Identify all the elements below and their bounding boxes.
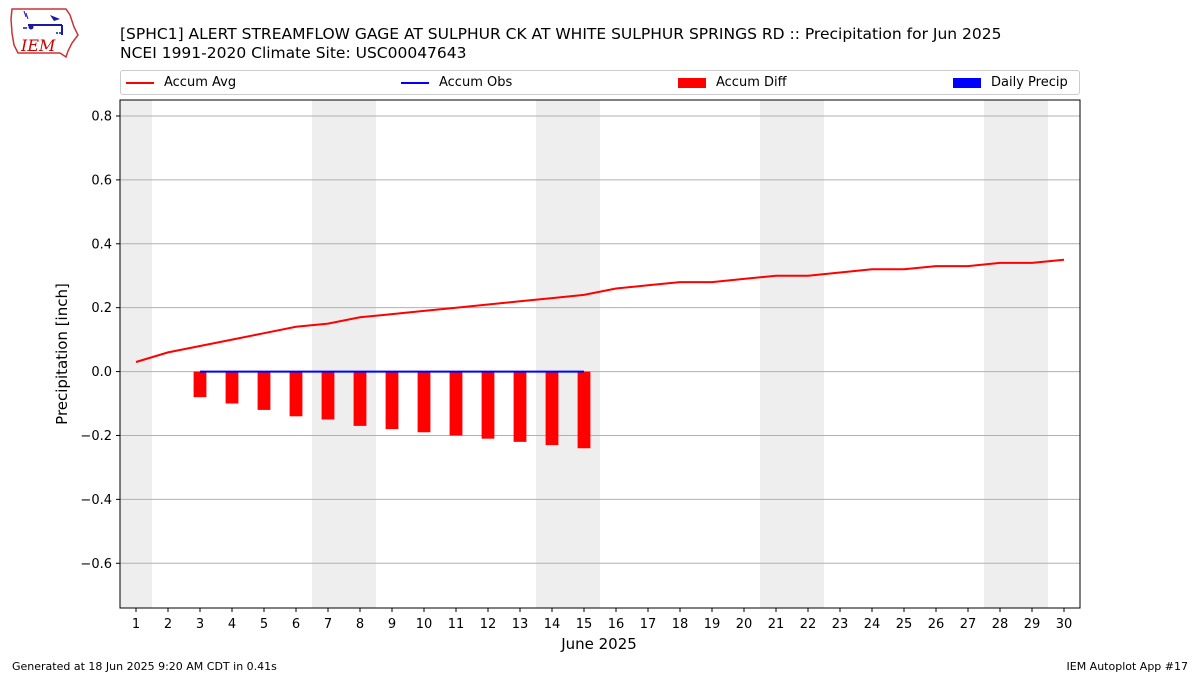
x-tick-label: 19 (704, 617, 721, 632)
x-tick-label: 12 (480, 617, 497, 632)
x-tick-label: 14 (544, 617, 561, 632)
y-tick-label: −0.4 (80, 493, 112, 508)
weekend-shade (120, 100, 152, 608)
y-tick-label: 0.6 (91, 173, 112, 188)
legend-swatch (401, 81, 429, 84)
legend-swatch (678, 77, 706, 88)
chart-subtitle: NCEI 1991-2020 Climate Site: USC00047643 (120, 44, 467, 62)
bar-accum-diff (289, 371, 303, 417)
generated-timestamp: Generated at 18 Jun 2025 9:20 AM CDT in … (12, 660, 277, 673)
weekend-shade (536, 100, 600, 608)
bar-accum-diff (385, 371, 399, 430)
y-tick-label: 0.2 (91, 301, 112, 316)
weekend-shade (312, 100, 376, 608)
x-axis-label: June 2025 (560, 635, 637, 653)
x-tick-label: 18 (672, 617, 689, 632)
x-tick-label: 20 (736, 617, 753, 632)
x-tick-label: 22 (800, 617, 817, 632)
legend-label: Accum Avg (164, 75, 237, 90)
x-tick-label: 8 (356, 617, 364, 632)
x-tick-label: 11 (448, 617, 465, 632)
app-id: IEM Autoplot App #17 (1066, 660, 1189, 673)
x-tick-label: 29 (1024, 617, 1041, 632)
legend-item-daily-precip: Daily Precip (953, 71, 1068, 94)
plot-frame (119, 99, 1081, 609)
x-tick-label: 2 (164, 617, 172, 632)
bar-accum-diff (449, 371, 463, 436)
legend-item-accum-diff: Accum Diff (678, 71, 787, 94)
x-tick-label: 16 (608, 617, 625, 632)
legend: Accum Avg Accum Obs Accum Diff Daily Pre… (120, 70, 1080, 95)
x-tick-label: 24 (864, 617, 881, 632)
bar-accum-diff (417, 371, 431, 433)
x-tick-label: 6 (292, 617, 300, 632)
legend-label: Accum Obs (439, 75, 513, 90)
y-tick-label: −0.6 (80, 557, 112, 572)
chart-title: [SPHC1] ALERT STREAMFLOW GAGE AT SULPHUR… (120, 25, 1002, 43)
x-tick-label: 4 (228, 617, 236, 632)
weekend-shade (760, 100, 824, 608)
legend-swatch (953, 77, 981, 88)
iem-logo: IEM (8, 5, 80, 63)
y-tick-label: 0.4 (91, 237, 112, 252)
x-tick-label: 30 (1056, 617, 1073, 632)
y-tick-label: 0.8 (91, 109, 112, 124)
bar-accum-diff (321, 371, 335, 420)
x-tick-label: 5 (260, 617, 268, 632)
x-tick-label: 27 (960, 617, 977, 632)
bar-accum-diff (353, 371, 367, 426)
x-tick-label: 25 (896, 617, 913, 632)
bar-accum-diff (545, 371, 559, 446)
bar-accum-diff (481, 371, 495, 439)
legend-item-accum-obs: Accum Obs (401, 71, 512, 94)
x-tick-label: 23 (832, 617, 849, 632)
weekend-shade (984, 100, 1048, 608)
x-tick-label: 26 (928, 617, 945, 632)
x-tick-label: 21 (768, 617, 785, 632)
line-accum-avg (135, 258, 1065, 363)
x-tick-label: 1 (132, 617, 140, 632)
x-tick-label: 17 (640, 617, 657, 632)
x-tick-label: 7 (324, 617, 332, 632)
y-axis-label: Precipitation [inch] (53, 283, 71, 425)
legend-label: Daily Precip (991, 75, 1068, 90)
x-tick-label: 13 (512, 617, 529, 632)
bar-accum-diff (257, 371, 271, 410)
legend-item-accum-avg: Accum Avg (126, 71, 236, 94)
y-tick-label: 0.0 (91, 365, 112, 380)
x-tick-label: 10 (416, 617, 433, 632)
bar-accum-diff (193, 371, 207, 398)
bar-accum-diff (225, 371, 239, 404)
x-tick-label: 28 (992, 617, 1009, 632)
logo-text: IEM (20, 36, 56, 55)
bar-accum-diff (577, 371, 591, 449)
x-tick-label: 15 (576, 617, 593, 632)
x-tick-label: 3 (196, 617, 204, 632)
legend-label: Accum Diff (716, 75, 787, 90)
legend-swatch (126, 81, 154, 84)
y-tick-label: −0.2 (80, 429, 112, 444)
x-tick-label: 9 (388, 617, 396, 632)
bar-accum-diff (513, 371, 527, 442)
